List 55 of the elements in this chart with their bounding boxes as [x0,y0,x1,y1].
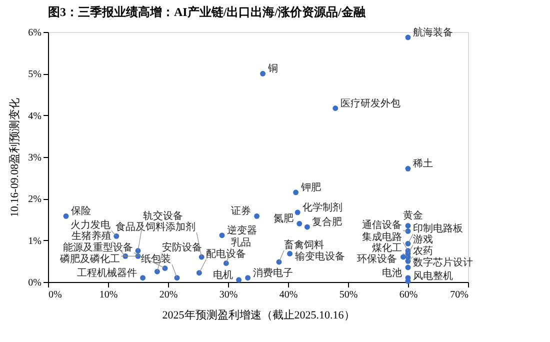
annotation: 消费电子 [252,266,293,279]
annotation: 火力发电 [70,219,110,232]
annotation: 电池 [382,266,402,279]
annotation: 钾肥 [300,182,321,194]
annotation: 食品及饲料添加剂 [116,221,196,233]
annotation: 乳品 [231,236,252,248]
y-tick-label: 3% [28,152,42,164]
x-tick-label: 20% [159,290,178,300]
annotation: 输变电设备 [294,250,345,263]
annotation: 配电设备 [206,248,246,260]
x-tick-label: 0% [48,290,62,300]
annotation: 电机 [212,268,233,281]
annotation: 环保设备 [357,253,398,265]
y-tick-label: 1% [28,236,42,247]
x-axis-title: 2025年预测盈利增速（截止2025.10.16） [162,308,355,322]
x-tick-label: 30% [219,290,238,300]
y-tick-label: 4% [28,110,42,122]
y-tick-label: 0% [28,278,42,288]
annotation: 逆变器 [227,224,257,236]
annotation: 复合肥 [312,216,342,228]
annotation: 通信设备 [362,219,402,232]
annotation: 安防设备 [162,242,202,254]
annotation: 黄金 [403,209,423,222]
annotation: 化学制剂 [302,201,343,214]
annotation: 煤化工 [372,242,402,254]
annotation: 能源及重型设备 [63,241,133,254]
chart-title: 图3：三季报业绩高增：AI产业链/出口出海/涨价资源品/金融 [48,5,366,19]
annotation: 数字芯片设计 [413,256,473,268]
annotation: 纸包装 [141,252,171,265]
annotation: 农药 [413,245,433,258]
annotation: 医疗研发外包 [340,97,400,110]
annotation: 铜 [266,64,278,75]
annotation: 畜禽饲料 [284,239,324,251]
x-tick-label: 40% [279,290,298,300]
annotation: 磷肥及磷化工 [59,253,120,266]
y-tick-label: 5% [28,69,42,80]
annotation: 生猪养殖 [71,230,112,242]
x-tick-label: 10% [99,290,118,300]
annotation: 证券 [230,205,251,218]
annotation: 氮肥 [273,214,294,225]
x-tick-label: 70% [450,290,468,300]
annotation: 稀土 [413,158,433,170]
annotation: 航海装备 [413,26,453,38]
y-tick-label: 6% [28,28,42,38]
annotation: 印制电路板 [413,222,463,235]
annotation: 游戏 [413,234,433,246]
annotation: 集成电路 [362,230,402,243]
annotation: 保险 [71,205,91,218]
y-axis-title: 10.16-09.08盈利预测变化 [8,98,22,218]
y-tick-label: 2% [28,194,42,206]
annotation: 轨交设备 [143,210,183,222]
x-tick-label: 50% [339,290,358,300]
x-tick-label: 60% [399,290,418,300]
annotation: 风电整机 [413,270,453,282]
annotation: 工程机械器件 [76,266,137,279]
